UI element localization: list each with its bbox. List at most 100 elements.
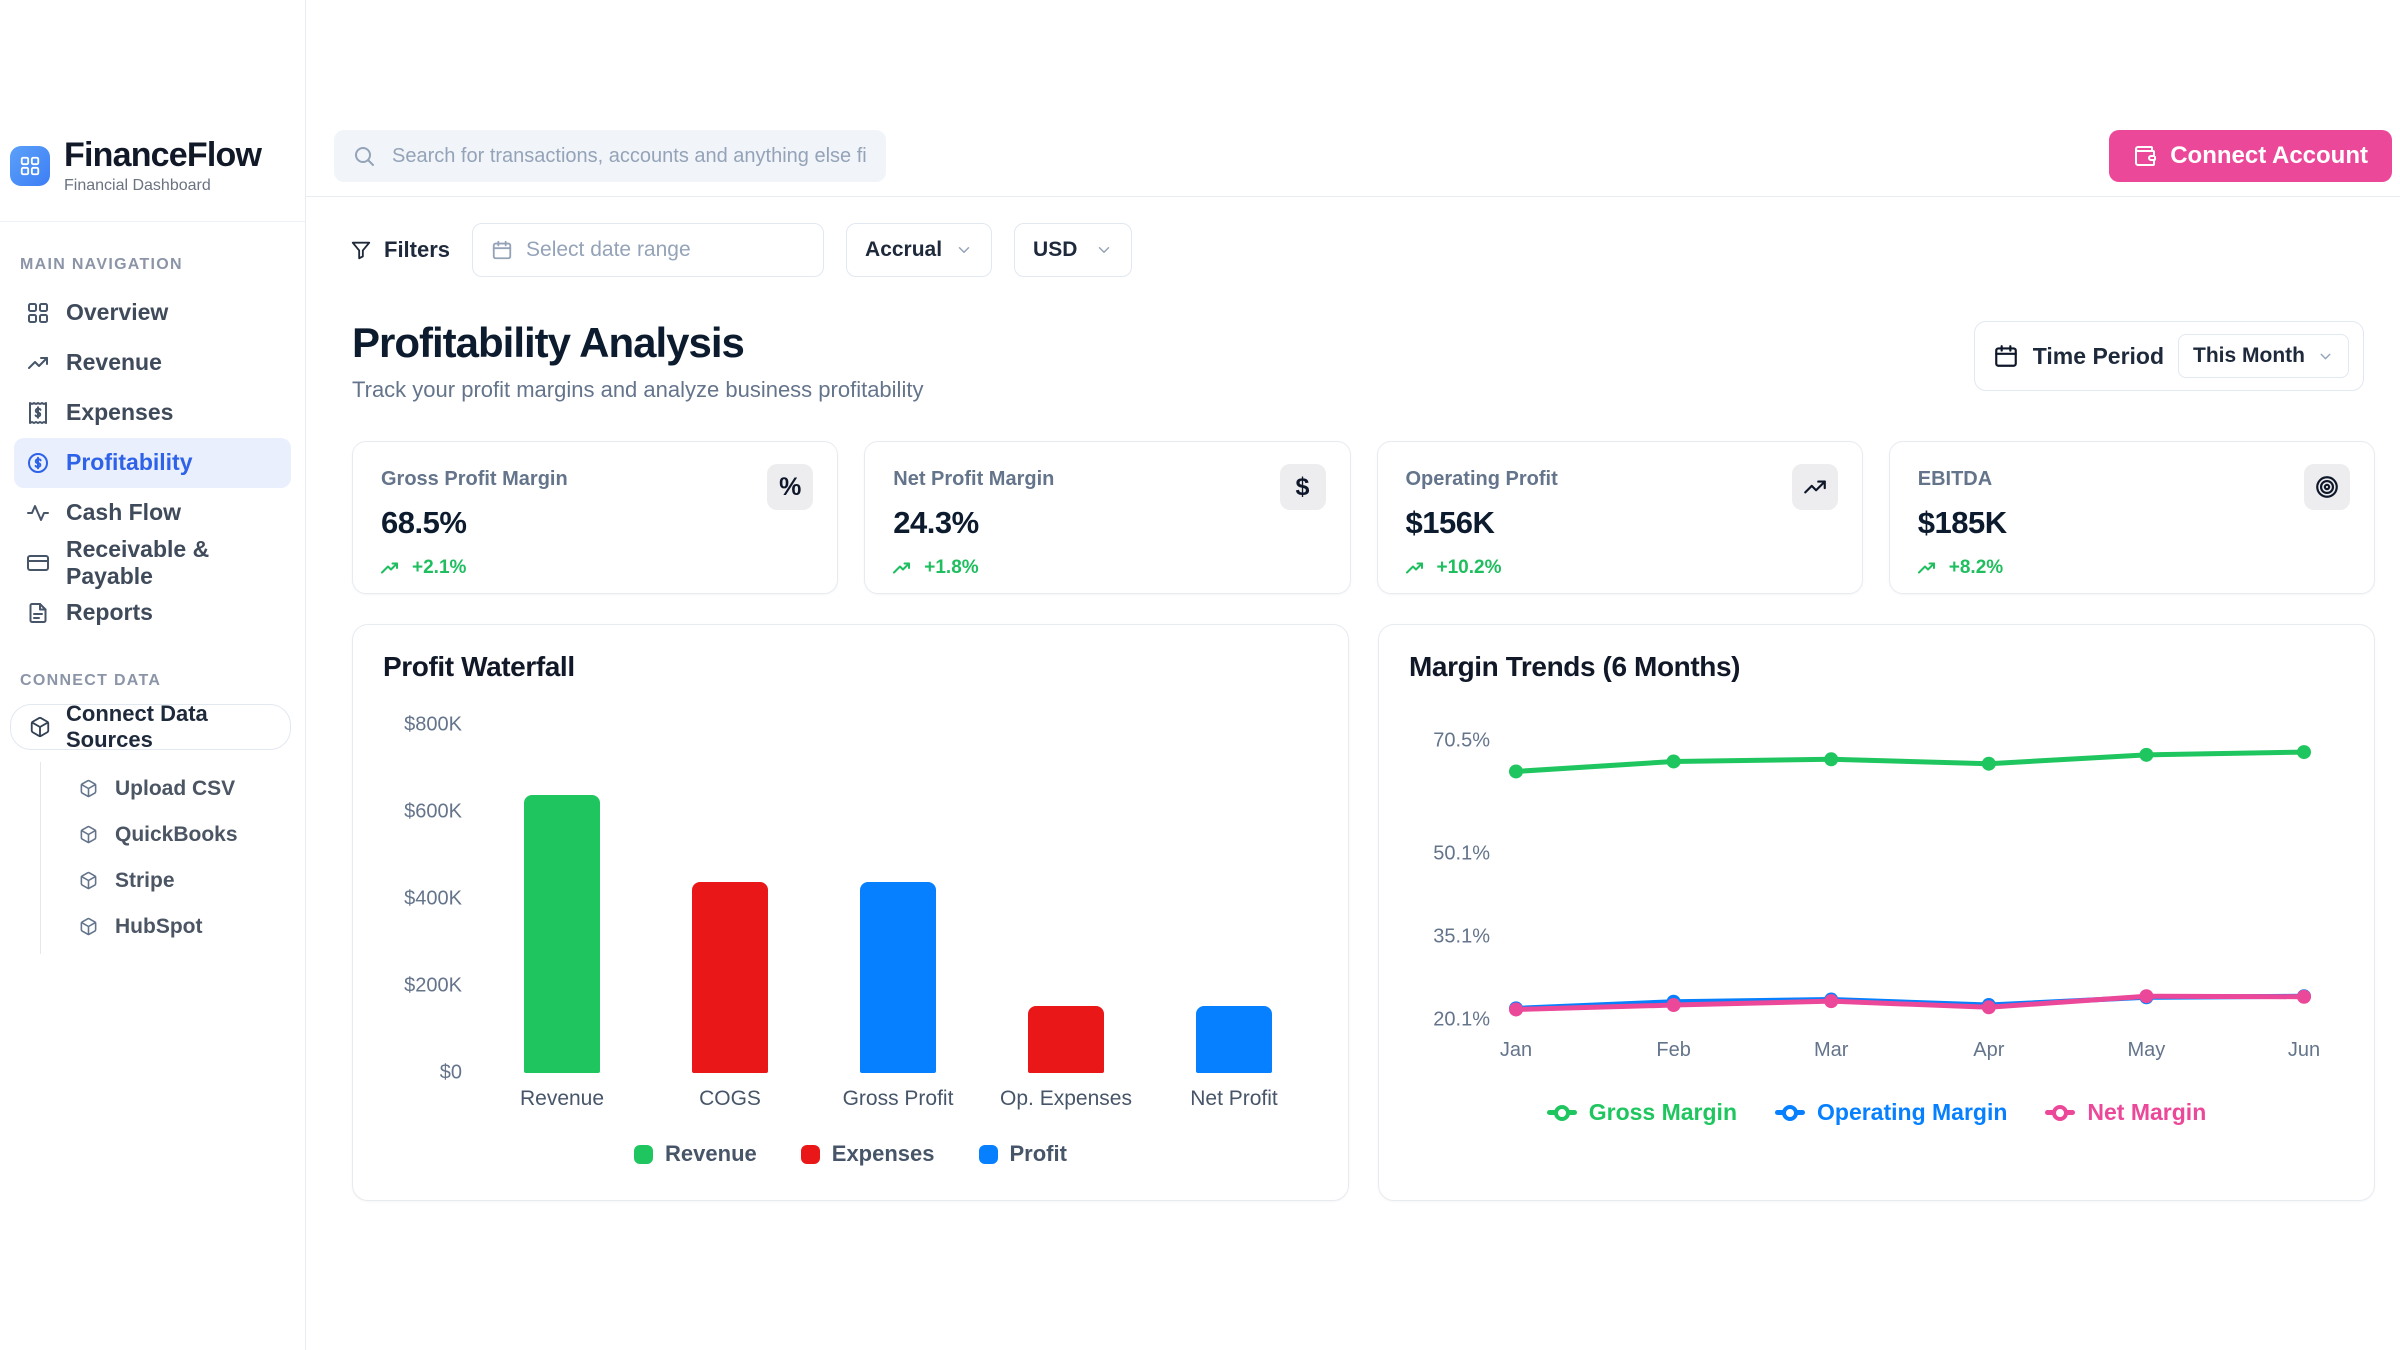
kpi-delta: +10.2%	[1405, 557, 1834, 579]
connect-data-sources-label: Connect Data Sources	[66, 700, 208, 752]
sidebar-item-profitability[interactable]: Profitability	[14, 437, 291, 488]
kpi-value: $156K	[1405, 505, 1495, 541]
data-point	[1981, 1000, 1996, 1015]
charts-row: Profit Waterfall $800K $600K $400K $200K $0 …	[306, 594, 2400, 1202]
sub-item-label: Stripe	[115, 868, 175, 892]
connect-sources-list: Upload CSV QuickBooks Stripe HubSpot	[40, 761, 305, 954]
chevron-down-icon	[955, 241, 973, 259]
accounting-basis-select[interactable]: Accrual	[846, 223, 993, 277]
y-tick-label: $600K	[404, 800, 462, 823]
main-content: Connect Account Filters Select date rang…	[306, 0, 2400, 1350]
sidebar-item-upload-csv[interactable]: Upload CSV	[41, 766, 305, 812]
data-point	[1824, 752, 1839, 767]
x-tick-label: Revenue	[519, 1087, 605, 1111]
trends-legend: Gross Margin Operating Margin Net Margin	[1409, 1099, 2344, 1126]
search-box[interactable]	[334, 130, 886, 182]
sidebar-item-receivable-payable[interactable]: Receivable & Payable	[14, 536, 291, 589]
x-tick-label: Mar	[1813, 1039, 1849, 1062]
main-nav: Overview Revenue Expenses Profitability …	[0, 288, 305, 638]
connect-data-sources-button[interactable]: Connect Data Sources	[10, 700, 291, 752]
legend-label: Revenue	[665, 1141, 757, 1167]
x-tick-label: Jan	[1499, 1039, 1533, 1062]
data-point	[2139, 989, 2154, 1004]
sub-item-label: HubSpot	[115, 914, 203, 938]
kpi-delta-value: +1.8%	[924, 557, 979, 579]
kpi-card-operating-profit: Operating Profit $156K +10.2%	[1376, 441, 1863, 595]
circle-dollar-icon	[26, 451, 50, 475]
x-tick-label: May	[2127, 1039, 2166, 1062]
cube-icon	[79, 825, 98, 844]
legend-line-marker	[1546, 1104, 1577, 1121]
trending-up-icon	[26, 351, 50, 375]
sidebar-item-label: Expenses	[66, 399, 174, 426]
search-input[interactable]	[390, 143, 868, 169]
waterfall-bar-op-expenses	[1028, 1005, 1104, 1074]
legend-swatch	[978, 1144, 998, 1164]
kpi-delta-value: +8.2%	[1948, 557, 2004, 579]
x-tick-label: Jun	[2287, 1039, 2321, 1062]
currency-select[interactable]: USD	[1014, 223, 1133, 277]
sidebar-item-overview[interactable]: Overview	[14, 288, 291, 338]
kpi-value: 24.3%	[893, 505, 979, 541]
percent-icon: %	[767, 464, 814, 511]
sidebar-item-expenses[interactable]: Expenses	[14, 388, 291, 438]
sidebar-item-reports[interactable]: Reports	[14, 588, 291, 638]
sidebar-item-label: Revenue	[66, 349, 162, 376]
data-point	[2297, 745, 2311, 760]
legend-item: Expenses	[800, 1141, 935, 1167]
x-tick-label: Net Profit	[1190, 1087, 1278, 1111]
kpi-label: Gross Profit Margin	[381, 468, 568, 491]
x-tick-label: Apr	[1973, 1039, 2005, 1062]
trending-up-icon	[1791, 464, 1838, 511]
time-period-select[interactable]: This Month	[2178, 334, 2349, 378]
y-tick-label: 20.1%	[1433, 1008, 1490, 1031]
data-point	[2297, 989, 2311, 1004]
credit-card-icon	[26, 551, 50, 575]
accounting-basis-value: Accrual	[865, 238, 943, 261]
sidebar-item-stripe[interactable]: Stripe	[41, 858, 305, 904]
sidebar-item-label: Profitability	[66, 449, 193, 476]
brand-name: FinanceFlow	[64, 136, 262, 174]
kpi-label: EBITDA	[1917, 468, 1993, 491]
waterfall-bar-cogs	[692, 881, 768, 1074]
chart-title: Margin Trends (6 Months)	[1409, 651, 1741, 683]
waterfall-bar-revenue	[524, 794, 600, 1074]
file-text-icon	[26, 601, 50, 625]
y-tick-label: 50.1%	[1433, 842, 1490, 865]
connect-account-button[interactable]: Connect Account	[2109, 130, 2392, 182]
kpi-card-ebitda: EBITDA $185K +8.2%	[1888, 441, 2375, 595]
legend-line-marker	[1775, 1104, 1805, 1121]
kpi-delta: +8.2%	[1917, 557, 2346, 579]
x-tick-label: Feb	[1656, 1039, 1691, 1062]
waterfall-legend: Revenue Expenses Profit	[383, 1141, 1318, 1167]
legend-swatch	[634, 1144, 654, 1164]
sidebar-item-cash-flow[interactable]: Cash Flow	[14, 488, 291, 538]
kpi-value: $185K	[1917, 505, 2007, 541]
x-tick-label: Gross Profit	[842, 1087, 954, 1111]
data-point	[1666, 754, 1681, 769]
trends-x-axis: Jan Feb Mar Apr May Jun	[1500, 1033, 2344, 1067]
filters-toggle[interactable]: Filters	[350, 237, 450, 263]
waterfall-y-axis: $800K $600K $400K $200K $0	[383, 714, 478, 1084]
data-point	[1509, 764, 1523, 779]
time-period-value: This Month	[2193, 344, 2305, 367]
legend-label: Net Margin	[2087, 1099, 2207, 1126]
search-icon	[352, 144, 376, 168]
trend-up-icon	[1917, 561, 1940, 576]
data-point	[1981, 756, 1996, 771]
line-gross-margin	[1513, 749, 2307, 775]
x-tick-label: COGS	[699, 1087, 761, 1111]
margin-trends-card: Margin Trends (6 Months) 70.5% 50.1% 35.1%…	[1378, 624, 2375, 1202]
brand: FinanceFlow Financial Dashboard	[0, 136, 305, 195]
kpi-card-net-profit-margin: Net Profit Margin 24.3% +1.8% $	[864, 441, 1351, 595]
kpi-value: 68.5%	[381, 505, 467, 541]
sidebar-item-quickbooks[interactable]: QuickBooks	[41, 812, 305, 858]
date-range-input[interactable]: Select date range	[472, 223, 825, 277]
legend-swatch	[800, 1144, 820, 1164]
line-net-margin	[1513, 993, 2307, 1013]
sidebar-item-hubspot[interactable]: HubSpot	[41, 904, 305, 950]
sidebar-item-revenue[interactable]: Revenue	[14, 338, 291, 388]
page-title: Profitability Analysis	[352, 319, 745, 366]
cube-icon	[29, 716, 51, 738]
